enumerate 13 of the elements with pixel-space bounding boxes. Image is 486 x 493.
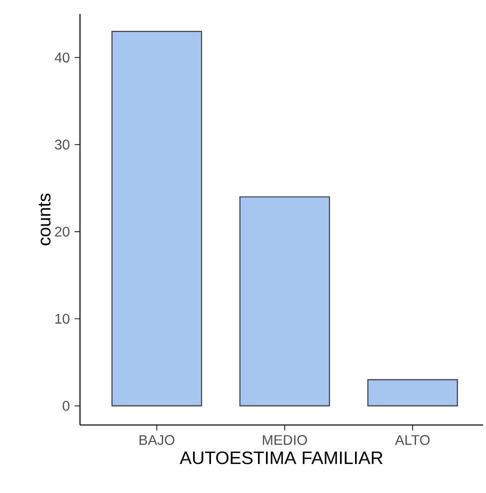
bar (239, 196, 330, 406)
y-tick-label: 20 (55, 226, 70, 237)
y-axis-title: counts (38, 194, 51, 246)
y-tick-label: 0 (62, 400, 70, 411)
x-tick-label: MEDIO (262, 435, 307, 445)
y-tick-label: 40 (54, 52, 70, 62)
bar (367, 379, 458, 406)
x-tick-label: ALTO (395, 435, 430, 445)
x-tick-label: BAJO (140, 435, 174, 445)
y-tick-label: 10 (55, 314, 70, 324)
bar (111, 30, 202, 406)
x-axis-title: AUTOESTIMA FAMILIAR (180, 451, 383, 464)
y-tick-label: 30 (54, 140, 70, 150)
